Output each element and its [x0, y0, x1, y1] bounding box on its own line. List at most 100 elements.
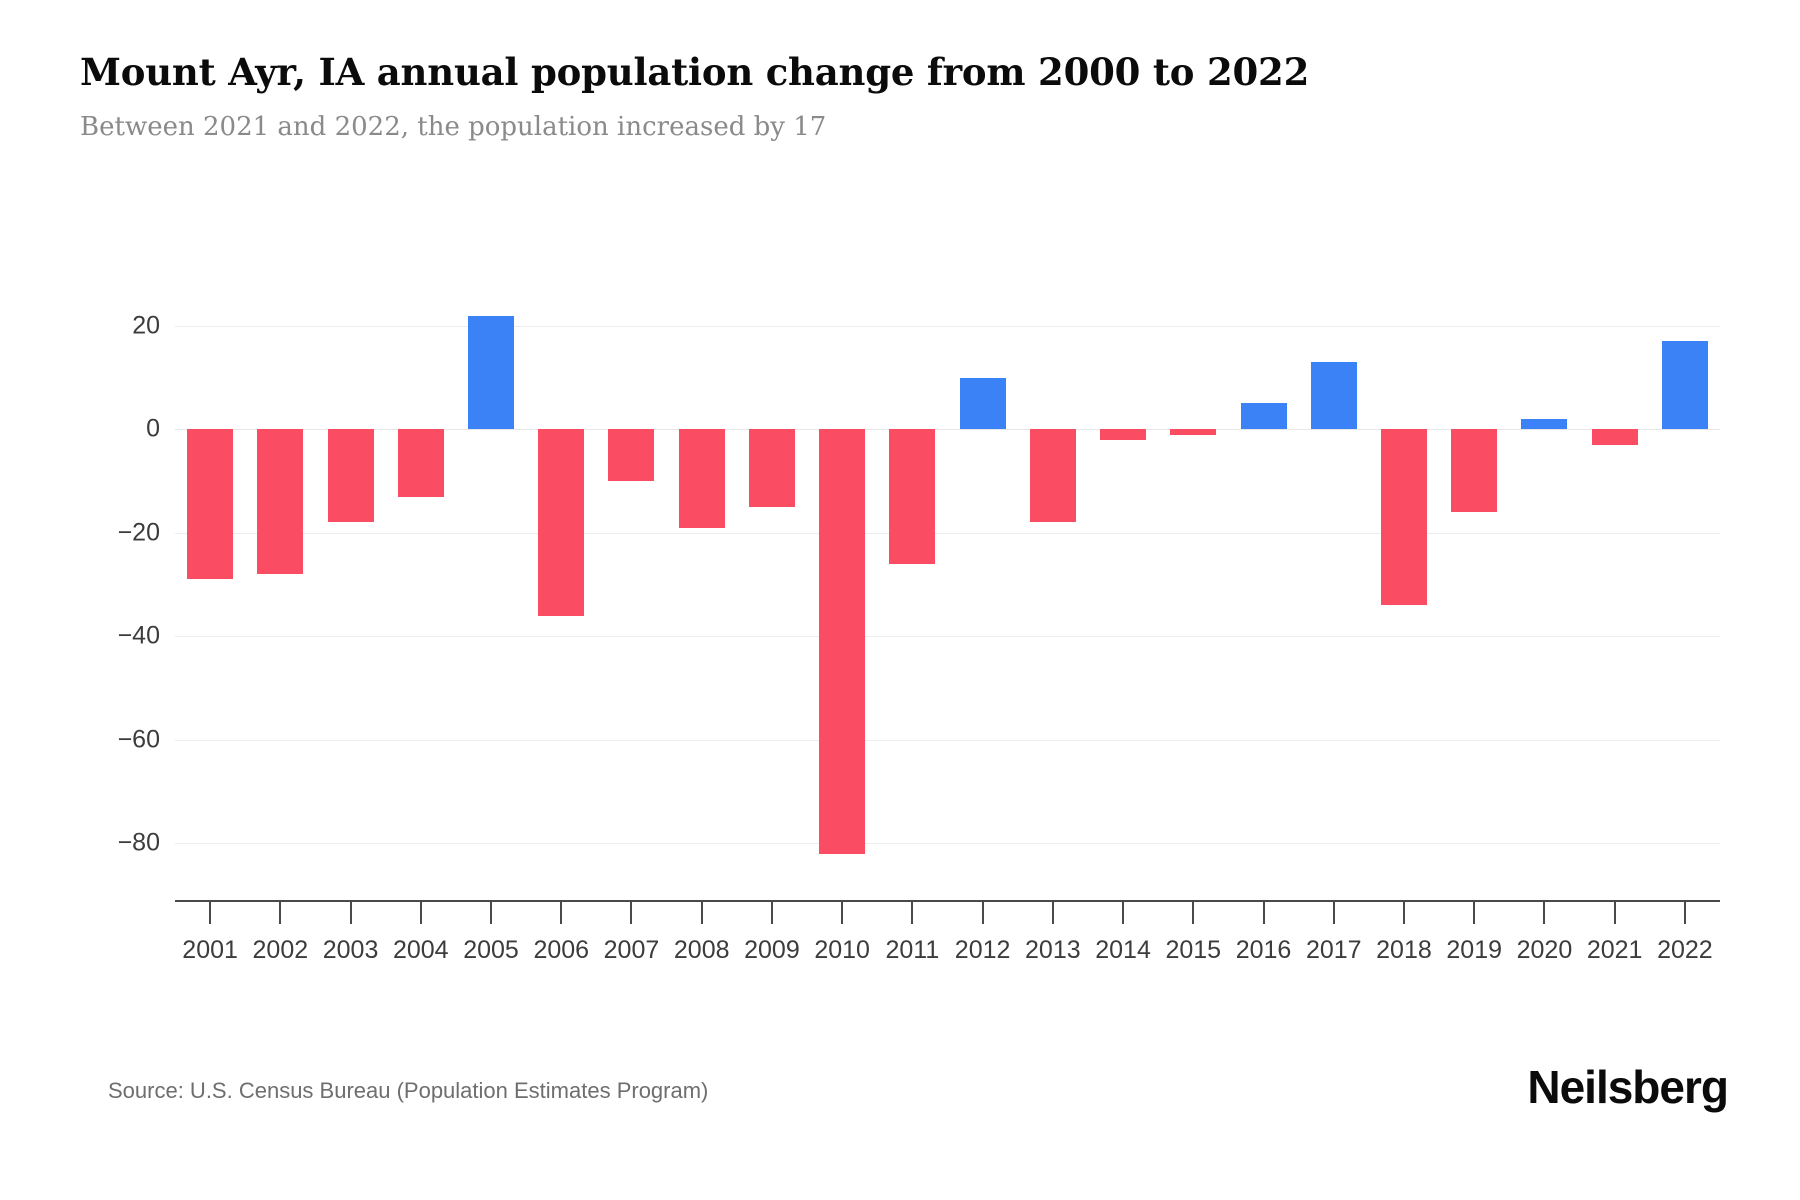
- bar-2003[interactable]: [327, 429, 374, 523]
- x-axis-tick-label: 2003: [322, 936, 379, 964]
- bar-slot: [1299, 300, 1369, 895]
- bar-series: [175, 300, 1720, 895]
- x-axis-tick: [981, 902, 984, 924]
- x-axis-tick: [1122, 902, 1125, 924]
- chart-subtitle: Between 2021 and 2022, the population in…: [80, 112, 827, 143]
- bar-2007[interactable]: [608, 429, 655, 482]
- bar-slot: [1228, 300, 1298, 895]
- x-axis-tick: [1683, 902, 1686, 924]
- bar-slot: [1158, 300, 1228, 895]
- x-axis-tick: [841, 902, 844, 924]
- x-axis-tick-label: 2004: [392, 936, 449, 964]
- x-axis-tick: [279, 902, 282, 924]
- x-axis-tick-label: 2011: [885, 936, 940, 964]
- bar-slot: [245, 300, 315, 895]
- bar-2004[interactable]: [397, 429, 444, 497]
- y-axis-tick-label: −20: [117, 518, 160, 547]
- bar-slot: [1650, 300, 1720, 895]
- x-axis-line: [175, 900, 1720, 902]
- x-axis-tick: [1332, 902, 1335, 924]
- page-title: Mount Ayr, IA annual population change f…: [80, 50, 1310, 94]
- bar-slot: [175, 300, 245, 895]
- x-axis-labels: 2001 2002 2003 2004 2005 2006 2007 2008 2009 2010…: [175, 936, 1720, 976]
- bar-2014[interactable]: [1100, 429, 1147, 440]
- x-axis-tick-label: 2009: [744, 936, 800, 964]
- x-axis-tick-label: 2018: [1376, 936, 1432, 964]
- x-axis-tick: [1613, 902, 1616, 924]
- x-axis-tick: [349, 902, 352, 924]
- x-axis-tick-label: 2020: [1516, 936, 1573, 964]
- bar-2021[interactable]: [1591, 429, 1638, 445]
- x-axis-tick: [1051, 902, 1054, 924]
- x-axis-ticks: [175, 902, 1720, 928]
- plot-area: [175, 300, 1720, 895]
- y-axis-tick-label: −60: [117, 725, 160, 754]
- x-axis-tick-label: 2021: [1586, 936, 1643, 964]
- bar-slot: [948, 300, 1018, 895]
- source-note: Source: U.S. Census Bureau (Population E…: [108, 1078, 709, 1103]
- x-axis-tick-label: 2002: [252, 936, 309, 964]
- x-axis-tick-label: 2010: [814, 936, 870, 964]
- x-axis-tick-label: 2013: [1025, 936, 1081, 964]
- bar-slot: [1439, 300, 1509, 895]
- x-axis-tick: [1402, 902, 1405, 924]
- bar-slot: [1580, 300, 1650, 895]
- y-axis-tick-label: −40: [117, 621, 160, 650]
- bar-slot: [315, 300, 385, 895]
- x-axis-tick: [770, 902, 773, 924]
- bar-2012[interactable]: [959, 377, 1006, 430]
- x-axis-tick: [560, 902, 563, 924]
- x-axis-tick: [911, 902, 914, 924]
- bar-2020[interactable]: [1521, 419, 1568, 430]
- x-axis-tick: [490, 902, 493, 924]
- bar-2011[interactable]: [889, 429, 936, 564]
- bar-2015[interactable]: [1170, 429, 1217, 435]
- x-axis-tick-label: 2008: [673, 936, 730, 964]
- x-axis-tick-label: 2001: [182, 936, 238, 964]
- bar-slot: [1018, 300, 1088, 895]
- x-axis-tick: [1262, 902, 1265, 924]
- bar-slot: [1509, 300, 1579, 895]
- x-axis-tick-label: 2015: [1165, 936, 1222, 964]
- bar-2022[interactable]: [1661, 341, 1708, 430]
- bar-2016[interactable]: [1240, 403, 1287, 430]
- bar-2001[interactable]: [187, 429, 234, 580]
- x-axis-tick-label: 2022: [1657, 936, 1713, 964]
- bar-2002[interactable]: [257, 429, 304, 575]
- bar-2009[interactable]: [748, 429, 795, 507]
- x-axis-tick: [1543, 902, 1546, 924]
- bar-2017[interactable]: [1310, 362, 1357, 430]
- x-axis-tick-label: 2017: [1305, 936, 1362, 964]
- x-axis-tick: [700, 902, 703, 924]
- bar-2005[interactable]: [468, 315, 515, 430]
- bar-slot: [456, 300, 526, 895]
- x-axis-tick-label: 2006: [533, 936, 590, 964]
- bar-slot: [526, 300, 596, 895]
- y-axis-tick-label: −80: [117, 828, 160, 857]
- bar-slot: [877, 300, 947, 895]
- bar-2013[interactable]: [1029, 429, 1076, 523]
- bar-slot: [737, 300, 807, 895]
- bar-slot: [1369, 300, 1439, 895]
- y-axis-labels: 20 0 −20 −40 −60 −80: [90, 300, 160, 895]
- x-axis-tick: [1192, 902, 1195, 924]
- y-axis-tick-label: 20: [132, 311, 160, 340]
- bar-slot: [807, 300, 877, 895]
- bar-slot: [667, 300, 737, 895]
- x-axis-tick-label: 2014: [1095, 936, 1151, 964]
- x-axis-tick: [1473, 902, 1476, 924]
- x-axis-tick: [419, 902, 422, 924]
- brand-logo: Neilsberg: [1527, 1061, 1729, 1113]
- bar-2018[interactable]: [1380, 429, 1427, 606]
- x-axis-tick-label: 2016: [1235, 936, 1292, 964]
- bar-2006[interactable]: [538, 429, 585, 616]
- x-axis-tick-label: 2005: [463, 936, 519, 964]
- x-axis-tick-label: 2019: [1446, 936, 1503, 964]
- bar-2010[interactable]: [819, 429, 866, 854]
- bar-slot: [386, 300, 456, 895]
- bar-2019[interactable]: [1451, 429, 1498, 513]
- x-axis-tick: [630, 902, 633, 924]
- bar-slot: [596, 300, 666, 895]
- bar-2008[interactable]: [678, 429, 725, 528]
